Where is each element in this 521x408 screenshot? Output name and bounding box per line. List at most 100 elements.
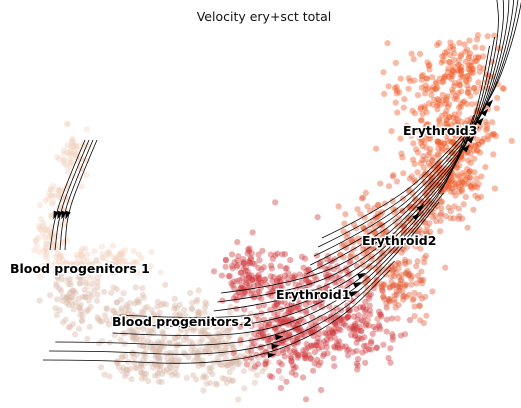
- cell-point: [458, 186, 465, 193]
- cell-point: [480, 53, 487, 60]
- cell-point: [363, 247, 370, 255]
- cell-point: [456, 188, 463, 195]
- cell-point: [245, 274, 252, 281]
- cell-point: [329, 327, 336, 334]
- cell-point: [423, 121, 430, 128]
- cell-point: [414, 169, 421, 176]
- cell-point: [392, 304, 399, 311]
- cell-point: [135, 324, 142, 331]
- cell-point: [101, 371, 108, 378]
- cell-point: [421, 124, 429, 131]
- cell-point: [230, 278, 237, 285]
- cell-point: [72, 331, 79, 338]
- cell-point: [206, 364, 213, 372]
- cell-point: [442, 213, 449, 220]
- cell-point: [391, 209, 398, 216]
- streamline: [119, 114, 474, 318]
- cell-point: [419, 143, 426, 150]
- cell-point: [104, 259, 111, 266]
- cell-point: [395, 259, 402, 267]
- cell-point: [373, 214, 380, 221]
- cell-point: [333, 278, 340, 285]
- cell-point: [357, 304, 364, 311]
- cell-point: [321, 338, 328, 345]
- streamline: [54, 139, 90, 251]
- cell-point: [337, 315, 344, 322]
- cell-point: [462, 77, 469, 84]
- cell-point: [190, 372, 197, 379]
- cell-point: [439, 97, 446, 104]
- cell-point: [476, 64, 483, 71]
- streamline-arrow: [348, 290, 358, 298]
- cell-point: [360, 303, 367, 310]
- cell-point: [231, 356, 238, 363]
- cell-point: [358, 335, 365, 342]
- cell-point: [311, 349, 318, 356]
- cell-point: [151, 360, 158, 367]
- cell-point: [148, 306, 155, 313]
- cell-point: [210, 268, 218, 275]
- cell-point: [449, 150, 456, 157]
- cell-point: [289, 274, 296, 281]
- cell-point: [395, 215, 402, 222]
- cell-point: [150, 317, 157, 324]
- cell-point: [312, 298, 319, 305]
- cell-point: [438, 199, 445, 206]
- cell-point: [110, 314, 117, 321]
- cell-point: [56, 285, 63, 292]
- cell-point: [255, 328, 263, 335]
- cell-point: [84, 257, 91, 264]
- cell-point: [120, 264, 128, 271]
- cell-point: [148, 248, 155, 255]
- cell-point: [443, 116, 450, 124]
- streamline-arrow: [357, 273, 366, 280]
- cell-point: [449, 138, 456, 145]
- cell-point: [451, 80, 458, 87]
- cell-point: [434, 96, 441, 103]
- cell-point: [294, 352, 302, 359]
- cell-point: [58, 270, 65, 277]
- cell-point: [425, 62, 432, 69]
- cell-point: [416, 302, 423, 309]
- cell-point: [250, 294, 257, 301]
- cell-point: [392, 59, 399, 66]
- cell-point: [484, 125, 491, 132]
- cell-point: [126, 300, 133, 307]
- cell-point: [101, 312, 108, 319]
- cell-point: [283, 264, 290, 272]
- cell-point: [490, 130, 497, 138]
- cell-point: [82, 281, 90, 288]
- cell-point: [475, 54, 482, 61]
- cell-point: [247, 254, 254, 261]
- cell-point: [306, 281, 313, 288]
- cell-point: [365, 264, 372, 271]
- cell-point: [360, 250, 367, 257]
- cell-point: [350, 325, 357, 332]
- cell-point: [76, 274, 83, 281]
- streamline-arrow: [61, 210, 67, 220]
- cell-point: [432, 85, 440, 93]
- cell-point: [226, 272, 233, 280]
- cell-point: [413, 280, 420, 287]
- cell-point: [331, 279, 338, 286]
- cell-point: [261, 364, 268, 371]
- cell-point: [142, 315, 149, 323]
- cell-point: [429, 201, 436, 208]
- cell-point: [156, 309, 163, 316]
- cell-point: [138, 360, 145, 367]
- cell-point: [301, 355, 308, 362]
- cell-point: [188, 305, 195, 312]
- cell-point: [68, 142, 75, 149]
- cell-point: [123, 262, 130, 269]
- cell-point: [78, 251, 85, 259]
- cell-point: [335, 325, 342, 333]
- cell-point: [130, 336, 137, 343]
- cell-point: [433, 200, 440, 207]
- cell-point: [278, 284, 286, 291]
- cell-point: [370, 228, 378, 235]
- cell-point: [386, 296, 393, 303]
- cell-point: [231, 348, 238, 355]
- cell-point: [64, 293, 71, 300]
- cell-point: [206, 320, 213, 327]
- cell-point: [414, 230, 422, 237]
